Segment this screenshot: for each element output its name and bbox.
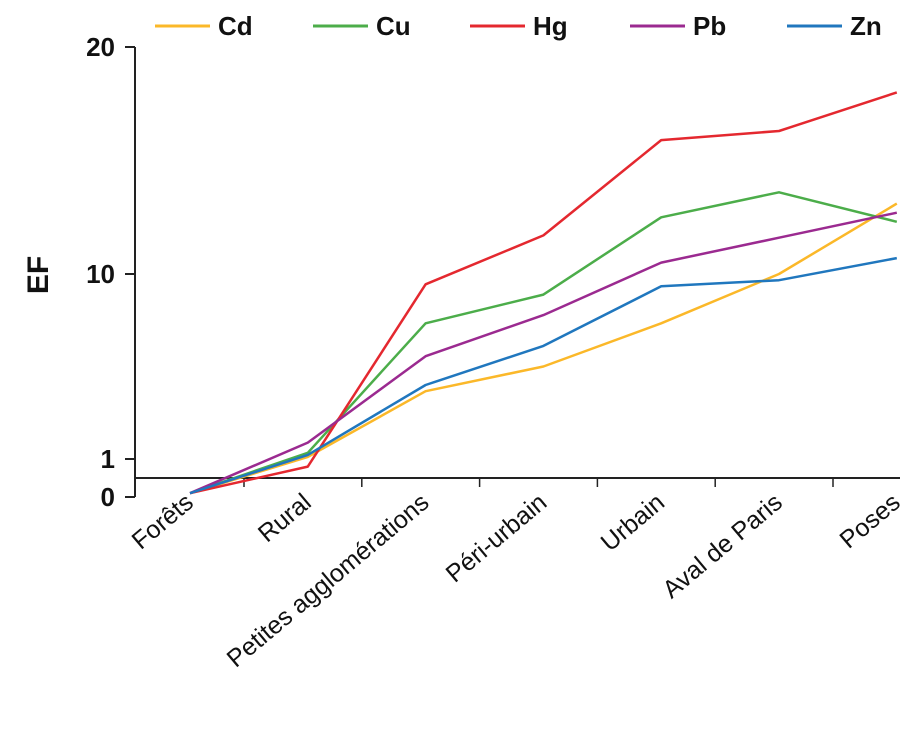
legend-label-cd: Cd <box>218 11 253 41</box>
x-tick-label: Forêts <box>127 488 199 555</box>
x-tick-label: Urbain <box>596 488 670 557</box>
series-line-pb <box>189 211 898 495</box>
legend: Cd Cu Hg Pb Zn <box>155 11 882 41</box>
y-axis-label: EF <box>22 256 55 294</box>
series-line-cd <box>189 202 898 495</box>
series-lines <box>189 91 898 495</box>
series-line-hg <box>189 91 898 495</box>
y-ticks: 0 1 10 20 <box>86 32 135 512</box>
x-tick-label: Péri-urbain <box>441 488 553 588</box>
legend-label-pb: Pb <box>693 11 726 41</box>
series-line-zn <box>189 256 898 495</box>
y-tick-label: 20 <box>86 32 115 62</box>
x-tick-label: Rural <box>253 488 317 548</box>
x-tick-label: Poses <box>834 488 905 554</box>
x-tick-label: Petites agglomérations <box>222 488 435 673</box>
legend-label-zn: Zn <box>850 11 882 41</box>
y-tick-label: 0 <box>101 482 115 512</box>
y-tick-label: 1 <box>101 444 115 474</box>
legend-label-cu: Cu <box>376 11 411 41</box>
axes <box>134 47 900 497</box>
y-tick-label: 10 <box>86 259 115 289</box>
x-tick-label: Aval de Paris <box>657 488 787 604</box>
legend-label-hg: Hg <box>533 11 568 41</box>
series-line-cu <box>189 191 898 495</box>
